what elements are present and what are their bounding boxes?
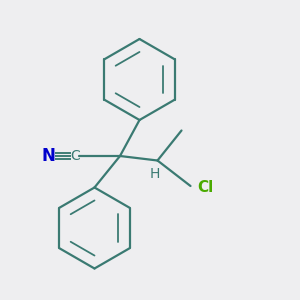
Text: C: C — [70, 149, 80, 163]
Text: N: N — [41, 147, 55, 165]
Text: Cl: Cl — [197, 180, 213, 195]
Text: H: H — [149, 167, 160, 181]
